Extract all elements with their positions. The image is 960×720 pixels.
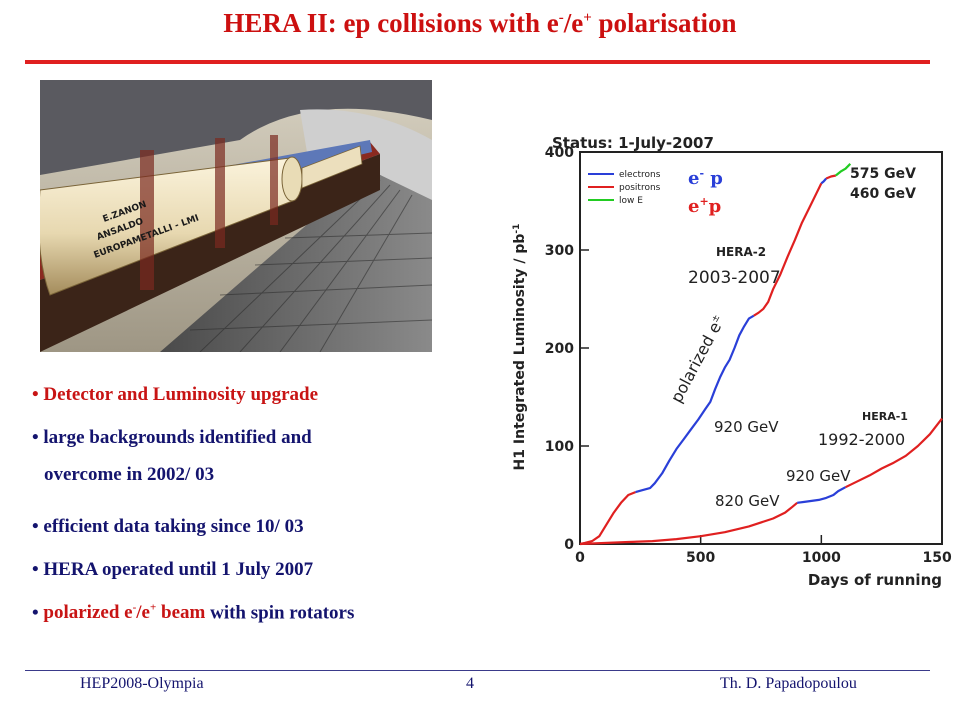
footer-divider — [25, 670, 930, 671]
legend-label-positrons: positrons — [619, 183, 661, 193]
label-820-gev: 820 GeV — [715, 492, 780, 510]
x-tick-label: 0 — [575, 550, 585, 566]
x-tick-label: 1000 — [802, 550, 841, 566]
legend-tag-ep-minus: e- p — [688, 167, 723, 189]
chart-status: Status: 1-July-2007 — [552, 134, 714, 152]
label-575-gev: 575 GeV — [850, 166, 916, 182]
series-1-segment-2 — [635, 314, 755, 494]
series-2-segment-2 — [797, 486, 847, 504]
y-axis-title: H1 Integrated Luminosity / pb-1 — [512, 224, 528, 471]
y-tick-label: 400 — [545, 145, 574, 161]
series-2-segment-1 — [579, 501, 798, 546]
label-hera1: HERA-1 — [862, 410, 908, 423]
y-tick-label: 200 — [545, 341, 574, 357]
bullet-item: • large backgrounds identified and overco… — [32, 427, 312, 485]
slide-title: HERA II: ep collisions with e-/e+ polari… — [223, 8, 737, 38]
series-1-segment-5 — [825, 174, 837, 180]
hera-tunnel-photo: E.ZANON ANSALDO EUROPAMETALLI - LMI — [40, 80, 432, 352]
legend-label-electrons: electrons — [619, 170, 661, 180]
label-hera1-years: 1992-2000 — [818, 430, 905, 449]
y-tick-label: 300 — [545, 243, 574, 259]
bullet-item: • HERA operated until 1 July 2007 — [32, 559, 314, 580]
series-1-segment-3 — [753, 182, 823, 317]
series-2-segment-3 — [845, 417, 943, 489]
y-tick-label: 100 — [545, 439, 574, 455]
bullet-item: • polarized e-/e+ beam with spin rotator… — [32, 602, 355, 624]
series-1-segment-4 — [820, 177, 828, 185]
legend-label-lowE: low E — [619, 196, 643, 206]
bullet-item: • Detector and Luminosity upgrade — [32, 384, 319, 405]
label-hera2: HERA-2 — [716, 245, 766, 259]
x-axis-title: Days of running — [808, 571, 942, 589]
series-1-segment-1 — [579, 491, 636, 546]
legend-tag-ep-plus: e+p — [688, 195, 721, 217]
series-1-segment-6 — [835, 163, 852, 177]
label-hera2-years: 2003-2007 — [688, 268, 781, 288]
bullet-item: • efficient data taking since 10/ 03 — [32, 516, 304, 537]
footer-page-number: 4 — [466, 675, 474, 692]
label-920-gev-hera1: 920 GeV — [786, 467, 851, 485]
luminosity-curves — [579, 163, 943, 546]
title-divider — [25, 60, 930, 64]
bullet-list: • Detector and Luminosity upgrade • larg… — [32, 384, 502, 645]
x-tick-label: 500 — [686, 550, 715, 566]
y-tick-label: 0 — [564, 537, 574, 553]
luminosity-chart: Status: 1-July-2007 05001000150001002003… — [502, 122, 952, 594]
legend: electrons positrons low E — [588, 170, 661, 206]
footer-author: Th. D. Papadopoulou — [720, 675, 857, 692]
svg-text:H1 Integrated Luminosity / pb-: H1 Integrated Luminosity / pb-1 — [512, 224, 528, 471]
label-460-gev: 460 GeV — [850, 186, 916, 202]
label-920-gev-hera2: 920 GeV — [714, 418, 779, 436]
footer-conference: HEP2008-Olympia — [80, 675, 204, 692]
